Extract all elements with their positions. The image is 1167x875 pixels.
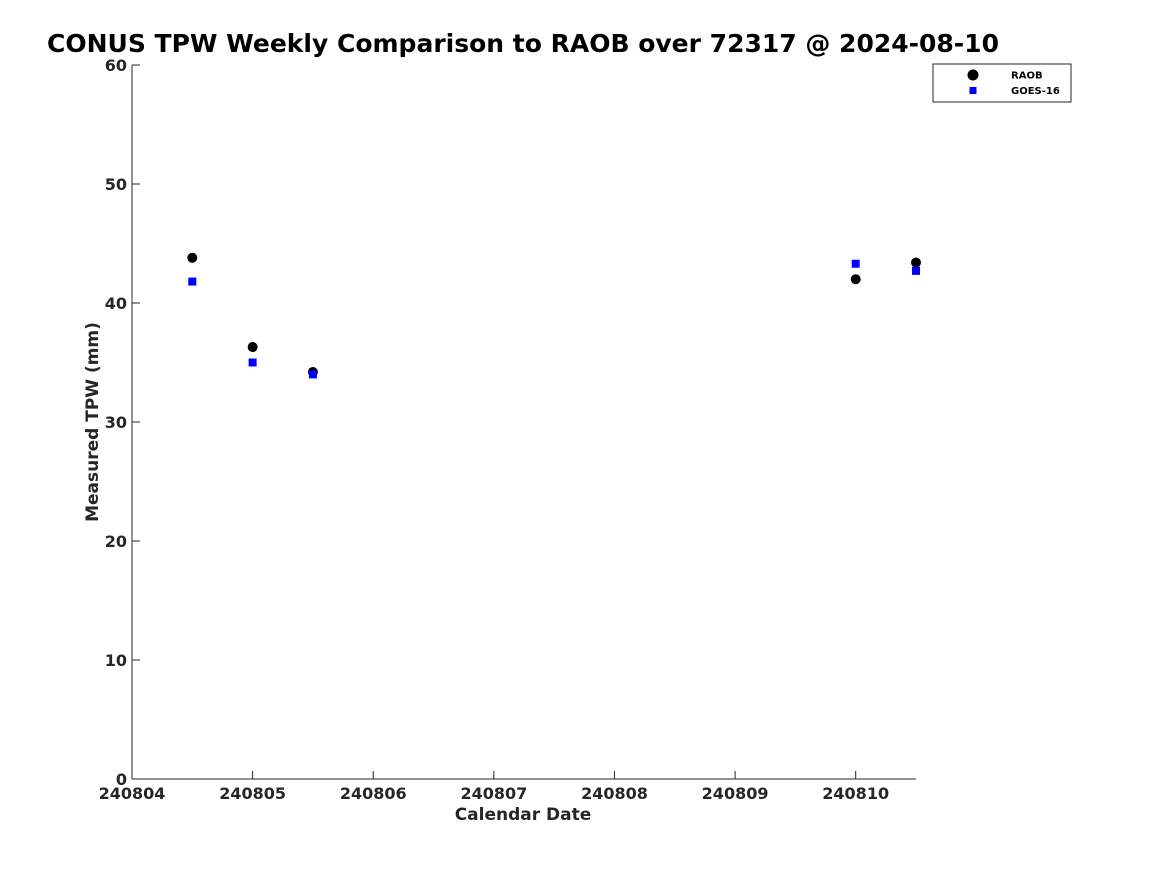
chart-title: CONUS TPW Weekly Comparison to RAOB over… xyxy=(47,29,999,58)
x-axis-label: Calendar Date xyxy=(455,805,592,825)
y-tick-label: 60 xyxy=(105,56,127,75)
y-axis-label: Measured TPW (mm) xyxy=(83,322,103,522)
legend-marker xyxy=(967,69,979,81)
data-point-raob xyxy=(187,252,198,263)
legend-marker xyxy=(969,87,977,94)
y-tick-label: 30 xyxy=(105,413,127,432)
data-point-goes-16 xyxy=(308,370,317,379)
x-tick-label: 240809 xyxy=(702,784,769,803)
x-tick-label: 240806 xyxy=(340,784,407,803)
plot-area: 0 10 20 30 40 50 60 240804 240805 240806 240807 240… xyxy=(99,56,921,803)
x-tick-label: 240805 xyxy=(219,784,286,803)
data-point-goes-16 xyxy=(912,266,920,275)
y-tick-label: 50 xyxy=(105,175,127,194)
data-point-raob xyxy=(911,257,921,268)
y-tick-label: 40 xyxy=(105,294,127,313)
data-point-goes-16 xyxy=(188,277,197,286)
data-point-raob xyxy=(850,274,861,285)
y-tick-label: 20 xyxy=(105,532,127,551)
legend: RAOB GOES-16 xyxy=(932,63,1072,103)
x-tick-label: 240808 xyxy=(581,784,648,803)
x-tick-label: 240804 xyxy=(99,784,166,803)
legend-label: RAOB xyxy=(1011,71,1043,82)
data-point-goes-16 xyxy=(851,259,860,268)
y-tick-label: 0 xyxy=(116,770,127,789)
y-tick-label: 10 xyxy=(105,651,127,670)
legend-box xyxy=(932,63,1072,103)
data-point-raob xyxy=(247,342,258,353)
data-point-goes-16 xyxy=(248,358,257,367)
x-tick-label: 240807 xyxy=(460,784,527,803)
legend-label: GOES-16 xyxy=(1011,86,1060,97)
x-tick-label: 240810 xyxy=(822,784,889,803)
